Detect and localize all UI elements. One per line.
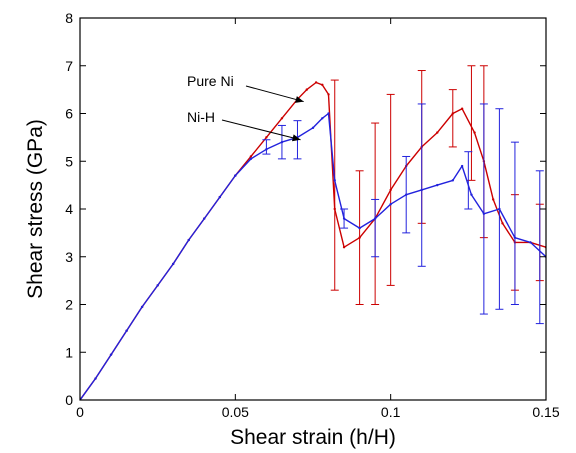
y-tick-label: 0 (65, 392, 73, 408)
data-point (311, 126, 315, 130)
data-point (140, 305, 144, 309)
y-tick-label: 7 (65, 58, 73, 74)
series-pure-ni (80, 65, 546, 400)
data-point (389, 203, 392, 206)
data-point (327, 112, 330, 115)
data-point (529, 241, 532, 244)
x-tick-label: 0.15 (532, 404, 559, 420)
data-point (321, 117, 324, 120)
annotation-arrow (245, 85, 304, 103)
y-tick-label: 3 (65, 249, 73, 265)
data-point (203, 217, 206, 220)
series-line (80, 112, 546, 400)
x-axis-title: Shear strain (h/H) (230, 426, 396, 449)
data-point (342, 246, 346, 249)
data-point (125, 329, 128, 332)
data-point (249, 157, 253, 161)
data-point (460, 164, 464, 168)
annotation-label: Pure Ni (187, 73, 234, 89)
data-point (333, 179, 336, 182)
data-point (249, 155, 253, 158)
plot-frame (79, 17, 547, 401)
data-point (218, 195, 221, 199)
data-point (358, 226, 361, 230)
data-point (436, 183, 439, 187)
series-ni-h (80, 103, 546, 400)
arrow-head (295, 96, 304, 103)
data-point (187, 238, 190, 242)
annotation-label: Ni-H (187, 109, 215, 125)
data-point (314, 81, 318, 84)
y-tick-label: 4 (65, 201, 73, 217)
data-point (491, 198, 495, 201)
y-axis-title: Shear stress (GPa) (24, 119, 47, 299)
data-point (234, 174, 237, 177)
data-point (321, 83, 324, 87)
data-point (172, 262, 175, 266)
data-point (156, 284, 159, 287)
data-point (265, 136, 268, 139)
data-point (280, 117, 284, 120)
x-tick-label: 0.05 (222, 404, 249, 420)
x-tick-label: 0 (76, 404, 84, 420)
y-tick-label: 8 (65, 10, 73, 26)
data-point (470, 193, 473, 196)
data-point (305, 88, 308, 91)
data-point (327, 93, 330, 96)
y-tick-label: 5 (65, 153, 73, 169)
data-point (109, 353, 113, 356)
data-point (94, 377, 97, 380)
data-point (460, 107, 464, 110)
series-line (80, 81, 546, 400)
data-point (436, 131, 439, 134)
data-point (473, 131, 476, 134)
annotation-arrow (221, 119, 301, 141)
y-tick-label: 1 (65, 344, 73, 360)
y-tick-label: 2 (65, 297, 73, 313)
data-point (451, 179, 454, 182)
data-point (501, 222, 504, 225)
y-tick-label: 6 (65, 106, 73, 122)
x-tick-label: 0.1 (381, 404, 401, 420)
arrow-head (291, 134, 301, 142)
